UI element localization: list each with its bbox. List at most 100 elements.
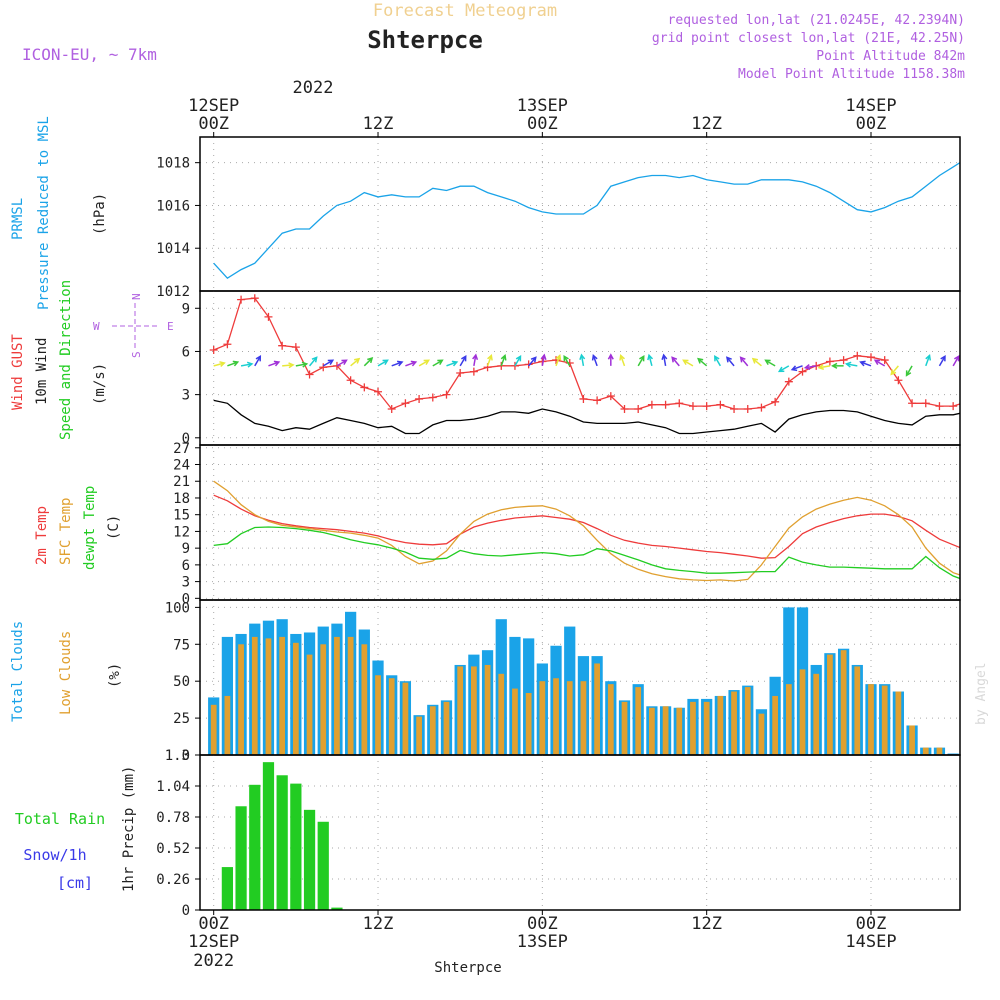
wind-marker: [661, 400, 670, 409]
wind-arrow: [528, 356, 537, 367]
temperature-line: [213, 480, 960, 582]
wind-line: [213, 399, 960, 435]
wind-arrow: [227, 361, 238, 367]
wind-arrowhead: [671, 356, 678, 363]
clouds-bar: [854, 666, 861, 755]
point-altitude: Point Altitude 842m: [816, 49, 965, 64]
clouds-bar: [635, 687, 642, 755]
clouds-bar: [621, 701, 628, 755]
precipitation-bar: [317, 821, 329, 910]
wind-arrow: [765, 359, 776, 367]
precipitation-panel: 0 0.26 0.52 0.78 1.04 1.3: [156, 748, 961, 919]
wind-arrowhead: [790, 365, 798, 372]
clouds-bar: [895, 691, 902, 755]
wind-arrow: [432, 359, 443, 367]
clouds-bar: [470, 666, 477, 755]
total-clouds-label: Total Clouds: [10, 621, 26, 722]
bottom-axis-hour: 00Z: [198, 914, 229, 934]
snow-unit-label: [cm]: [57, 874, 93, 892]
wind-marker: [278, 341, 287, 350]
clouds-bar: [265, 638, 272, 755]
precipitation-bar: [262, 762, 275, 910]
wind-marker: [634, 405, 643, 414]
wind-arrow: [514, 355, 522, 367]
wind-arrowhead: [817, 364, 825, 371]
precipitation-ytick-label: 0.26: [156, 872, 190, 888]
wind-arrow: [541, 354, 545, 366]
wind-marker: [401, 399, 410, 408]
wind-panel: 0 3 6 9: [182, 290, 998, 447]
wind-arrowhead: [255, 354, 262, 362]
clouds-bar: [881, 685, 888, 755]
requested-coords: requested lon,lat (21.0245E, 42.2394N): [668, 13, 965, 28]
wind-arrowhead: [968, 356, 972, 361]
wind-arrowhead: [437, 359, 444, 366]
precipitation-ytick-label: 0: [182, 903, 190, 919]
temperature-ytick-label: 9: [182, 541, 190, 557]
wind-arrowhead: [530, 356, 537, 363]
wind-marker: [456, 369, 465, 378]
wind-arrow: [563, 355, 571, 367]
wind-arrow: [905, 365, 913, 376]
clouds-bar: [580, 681, 587, 755]
wind-marker: [579, 394, 588, 403]
wind-ytick-label: 3: [182, 388, 190, 404]
wind-ytick-label: 9: [182, 301, 190, 317]
clouds-plot: [208, 607, 959, 755]
precipitation-frame: [199, 754, 961, 911]
clouds-bar: [703, 701, 710, 755]
wind-marker: [346, 376, 355, 385]
precipitation-ytick-label: 1.3: [165, 748, 190, 764]
clouds-bar: [566, 681, 573, 755]
top-axis-hour: 12Z: [363, 114, 394, 134]
wind-marker: [620, 405, 629, 414]
bottom-axis-date: 13SEP: [517, 932, 568, 952]
wind-marker: [963, 398, 971, 406]
wind-arrowhead: [327, 359, 335, 366]
wind-arrow: [671, 356, 680, 367]
top-axis-hour: 12Z: [691, 114, 722, 134]
wind-arrowhead: [382, 359, 389, 366]
clouds-bar: [279, 636, 286, 755]
wind-arrowhead: [619, 354, 625, 361]
pressure-ytick-label-clipped: 1012: [156, 284, 190, 300]
wind-arrowhead: [540, 353, 547, 360]
wind-arrow: [282, 364, 294, 367]
bottom-axis-hour: 00Z: [856, 914, 887, 934]
wind-arrow: [981, 356, 985, 366]
compass-west: W: [93, 320, 100, 333]
wind-marker: [264, 312, 273, 321]
wind-arrowhead: [607, 353, 614, 360]
wind-arrowhead: [682, 359, 689, 366]
wind-marker: [853, 351, 862, 360]
wind-arrowhead: [953, 354, 960, 362]
clouds-bar: [840, 650, 847, 755]
wind-marker: [387, 405, 396, 414]
wind-marker: [291, 343, 300, 352]
wind-arrow: [714, 355, 722, 367]
precipitation-ytick-label: 1.04: [156, 779, 190, 795]
wind-marker: [880, 356, 889, 365]
wind-arrowhead: [555, 354, 562, 361]
gust-label: Wind GUST: [10, 334, 26, 410]
wind-marker: [716, 400, 725, 409]
wind-marker: [990, 373, 998, 381]
clouds-bar: [402, 682, 409, 755]
wind-marker: [935, 402, 944, 411]
wind-marker: [825, 357, 834, 366]
temp-2m-label: 2m Temp: [34, 506, 50, 565]
wind-arrow: [580, 354, 585, 366]
temperature-ytick-label: 6: [182, 558, 190, 574]
clouds-bar: [224, 695, 231, 755]
wind-marker: [469, 367, 478, 376]
wind-arrowhead: [288, 362, 295, 369]
wind-arrow: [295, 363, 307, 367]
wind-direction-label: Speed and Direction: [58, 280, 74, 440]
clouds-bar: [936, 747, 943, 755]
panels: 1014101610181012036903691215182124270255…: [156, 136, 998, 919]
location-title: Shterpce: [367, 26, 483, 54]
wind-arrow: [683, 359, 694, 367]
clouds-bar: [813, 673, 820, 755]
clouds-bar: [306, 654, 313, 755]
